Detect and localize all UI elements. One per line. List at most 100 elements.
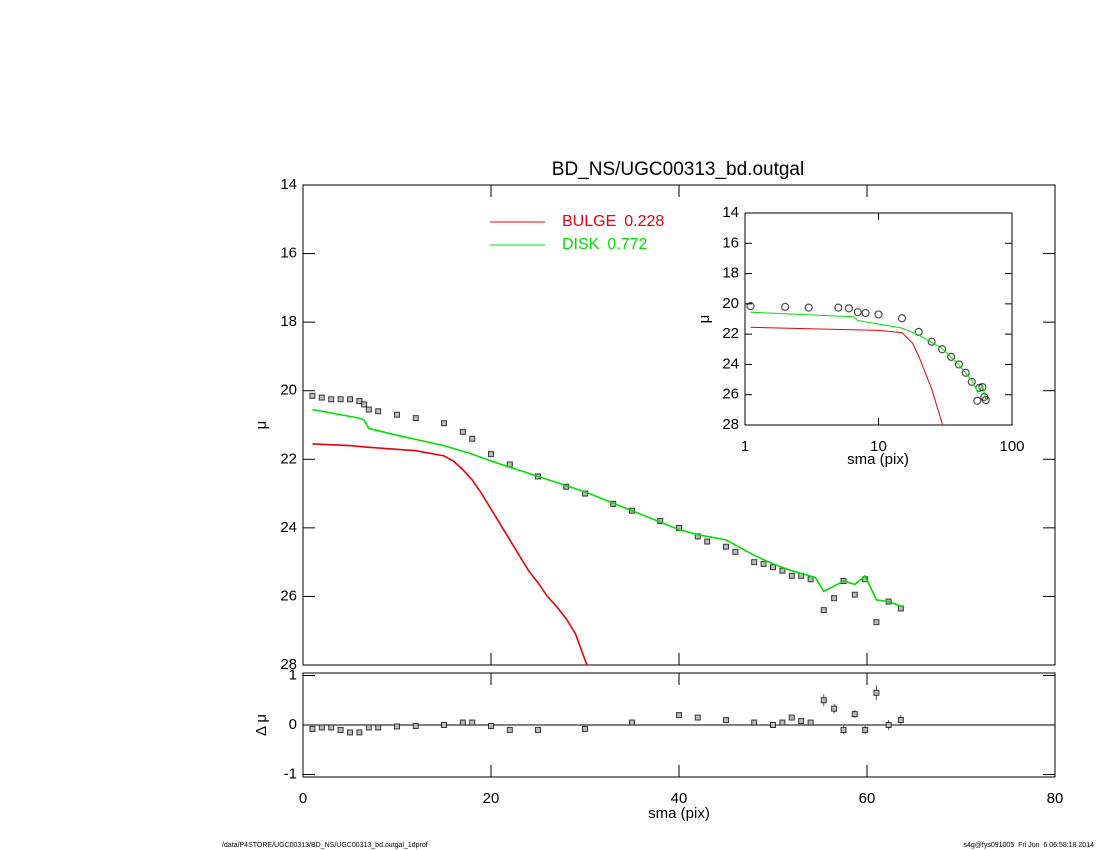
data-point xyxy=(851,711,858,718)
data-point xyxy=(788,572,795,579)
data-point xyxy=(347,396,353,403)
x-tick-label: 10 xyxy=(870,438,887,455)
y-tick-label: 16 xyxy=(280,245,297,262)
data-point xyxy=(804,303,813,312)
legend-fraction: 0.228 xyxy=(624,213,664,230)
plot-area xyxy=(746,302,990,426)
data-point xyxy=(973,396,982,405)
x-tick-label: 0 xyxy=(299,790,307,807)
legend-label: DISK 0.772 xyxy=(562,236,647,253)
data-point xyxy=(746,302,755,311)
footer-left: /data/P4STORE/UGC00313/BD_NS/UGC00313_bd… xyxy=(222,842,428,849)
x-tick-label: 80 xyxy=(1047,790,1064,807)
y-tick-label: 28 xyxy=(722,416,739,433)
y-axis-label: μ xyxy=(696,315,713,324)
data-point xyxy=(798,718,805,725)
y-tick-label: 14 xyxy=(280,176,297,193)
data-point xyxy=(770,564,776,571)
data-point xyxy=(704,538,711,545)
data-point xyxy=(318,394,325,401)
data-point xyxy=(676,712,682,719)
data-point xyxy=(356,398,363,404)
data-point xyxy=(365,724,372,731)
data-point xyxy=(394,411,400,418)
data-point xyxy=(412,722,419,729)
x-tick-label: 1 xyxy=(741,438,749,455)
y-tick-label: 26 xyxy=(280,587,297,604)
data-point xyxy=(938,345,947,354)
x-tick-label: 100 xyxy=(999,438,1024,455)
data-point xyxy=(770,722,776,728)
data-point xyxy=(874,310,883,319)
data-point xyxy=(441,722,447,728)
data-point xyxy=(459,428,466,435)
data-point xyxy=(535,726,541,733)
x-tick-label: 60 xyxy=(859,790,876,807)
y-tick-label: 24 xyxy=(280,519,297,536)
data-point xyxy=(897,314,907,323)
data-point xyxy=(897,717,904,724)
legend-label: BULGE 0.228 xyxy=(562,213,664,230)
data-point xyxy=(469,435,476,442)
data-point xyxy=(862,726,869,733)
plot-area xyxy=(309,685,904,736)
data-point xyxy=(927,337,936,346)
data-point xyxy=(356,729,363,736)
data-point xyxy=(820,607,827,614)
data-point xyxy=(328,396,335,403)
x-axis-label: sma (pix) xyxy=(847,451,909,468)
legend-name: BULGE xyxy=(562,213,616,230)
model-line xyxy=(312,443,588,666)
data-point xyxy=(831,705,838,712)
data-point xyxy=(318,724,325,731)
data-point xyxy=(732,548,739,555)
data-point xyxy=(751,559,758,566)
model-line xyxy=(312,408,903,608)
model-line xyxy=(750,326,944,426)
data-point xyxy=(723,717,729,724)
data-point xyxy=(967,377,976,386)
y-axis-label: μ xyxy=(253,421,270,430)
y-tick-label: 22 xyxy=(722,325,739,342)
data-point xyxy=(751,719,758,726)
data-point xyxy=(853,308,862,317)
data-point xyxy=(506,726,513,733)
data-point xyxy=(840,726,847,733)
y-tick-label: 22 xyxy=(280,450,297,467)
data-point xyxy=(978,383,987,392)
y-tick-label: 20 xyxy=(280,382,297,399)
data-point xyxy=(947,352,956,361)
data-point xyxy=(807,719,814,726)
data-point xyxy=(885,722,892,728)
y-tick-label: 18 xyxy=(280,313,297,330)
data-point xyxy=(328,724,335,731)
data-point xyxy=(309,392,316,399)
data-point xyxy=(981,395,990,405)
y-tick-label: 20 xyxy=(722,295,739,312)
x-tick-label: 40 xyxy=(671,790,688,807)
data-point xyxy=(760,560,767,567)
data-point xyxy=(441,420,447,427)
data-point xyxy=(844,304,853,313)
data-point xyxy=(469,719,476,726)
data-point xyxy=(629,719,635,726)
data-point xyxy=(831,595,838,602)
data-point xyxy=(834,303,843,312)
plot-frame xyxy=(744,212,1013,426)
data-point xyxy=(723,543,729,550)
chart-title: BD_NS/UGC00313_bd.outgal xyxy=(552,159,804,180)
data-point xyxy=(851,591,858,598)
data-point xyxy=(873,619,880,626)
data-point xyxy=(375,408,382,415)
data-point xyxy=(694,714,701,721)
data-point xyxy=(412,415,419,422)
y-tick-label: 28 xyxy=(280,656,297,673)
x-axis-label: sma (pix) xyxy=(648,805,710,822)
y-tick-label: 18 xyxy=(722,265,739,282)
y-tick-label: 26 xyxy=(722,386,739,403)
data-point xyxy=(337,396,344,403)
footer-right: s4g@fys091005 Fri Jun 6 06:58:18 2014 xyxy=(964,842,1095,849)
y-tick-label: 0 xyxy=(289,716,297,733)
data-point xyxy=(779,719,786,726)
